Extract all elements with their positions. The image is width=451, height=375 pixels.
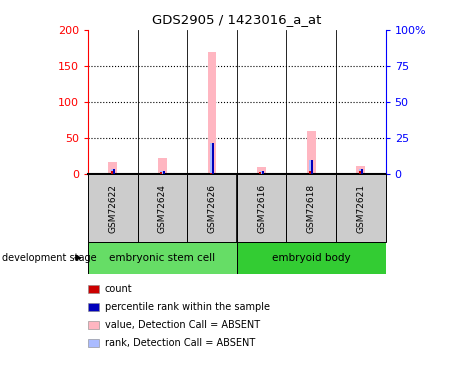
FancyBboxPatch shape bbox=[237, 174, 286, 242]
Bar bbox=[359, 171, 360, 174]
Bar bbox=[210, 142, 214, 174]
FancyBboxPatch shape bbox=[336, 174, 386, 242]
Bar bbox=[212, 142, 214, 174]
Bar bbox=[113, 169, 115, 174]
FancyBboxPatch shape bbox=[138, 174, 187, 242]
Bar bbox=[259, 172, 261, 174]
Bar bbox=[160, 172, 162, 174]
FancyBboxPatch shape bbox=[88, 242, 237, 274]
Bar bbox=[309, 171, 311, 174]
Text: GSM72616: GSM72616 bbox=[257, 184, 266, 232]
Text: count: count bbox=[105, 284, 132, 294]
Text: GSM72626: GSM72626 bbox=[207, 184, 216, 232]
Bar bbox=[163, 171, 165, 174]
Bar bbox=[262, 171, 264, 174]
Bar bbox=[260, 171, 263, 174]
Bar bbox=[307, 131, 316, 174]
Text: development stage: development stage bbox=[2, 253, 97, 263]
Bar bbox=[309, 160, 313, 174]
Bar bbox=[312, 160, 313, 174]
Bar bbox=[161, 171, 164, 174]
Text: GSM72622: GSM72622 bbox=[108, 184, 117, 232]
Text: GSM72618: GSM72618 bbox=[307, 184, 316, 232]
Bar bbox=[356, 166, 365, 174]
Bar bbox=[359, 170, 363, 174]
Bar bbox=[207, 52, 216, 174]
Bar bbox=[110, 171, 112, 174]
FancyBboxPatch shape bbox=[237, 242, 386, 274]
Bar bbox=[257, 167, 266, 174]
FancyBboxPatch shape bbox=[286, 174, 336, 242]
Text: value, Detection Call = ABSENT: value, Detection Call = ABSENT bbox=[105, 320, 260, 330]
Text: embryoid body: embryoid body bbox=[272, 253, 350, 263]
Bar bbox=[111, 169, 115, 174]
Text: GDS2905 / 1423016_a_at: GDS2905 / 1423016_a_at bbox=[152, 13, 322, 26]
Text: rank, Detection Call = ABSENT: rank, Detection Call = ABSENT bbox=[105, 338, 255, 348]
FancyBboxPatch shape bbox=[88, 174, 138, 242]
Bar bbox=[158, 159, 167, 174]
FancyBboxPatch shape bbox=[187, 174, 237, 242]
Bar bbox=[361, 170, 363, 174]
Text: percentile rank within the sample: percentile rank within the sample bbox=[105, 302, 270, 312]
Text: embryonic stem cell: embryonic stem cell bbox=[109, 253, 216, 263]
Bar bbox=[108, 162, 117, 174]
Text: GSM72624: GSM72624 bbox=[158, 184, 167, 232]
Text: GSM72621: GSM72621 bbox=[356, 184, 365, 232]
Bar bbox=[210, 173, 212, 174]
